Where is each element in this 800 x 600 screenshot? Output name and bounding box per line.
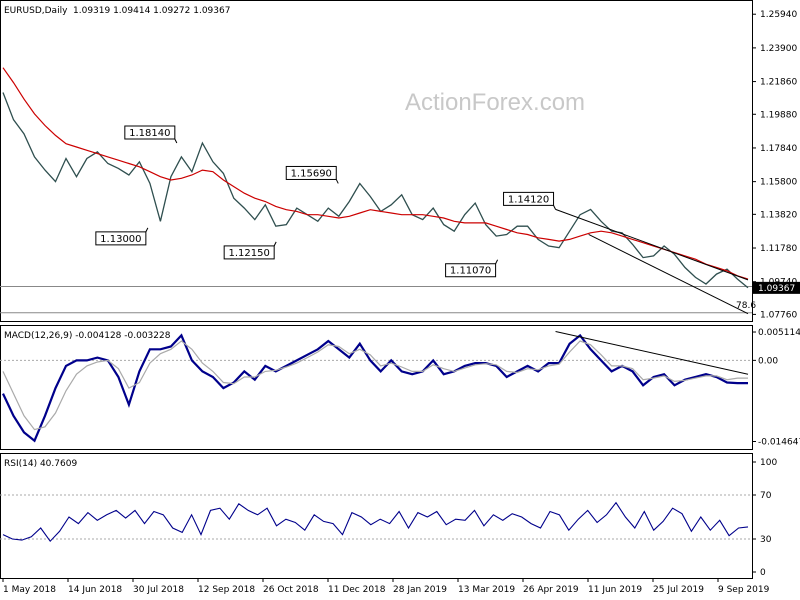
price-annotation-pointer: [335, 179, 339, 184]
macd-label: MACD(12,26,9) -0.004128 -0.003228: [4, 331, 171, 341]
price-annotation-box: [285, 165, 337, 180]
macd-panel-frame: [0, 325, 753, 450]
rsi-y-tick-label: 0: [760, 568, 766, 578]
rsi-line: [2, 501, 749, 543]
watermark: ActionForex.com: [405, 89, 585, 116]
rsi-y-tick-label: 70: [760, 491, 772, 501]
price-y-tick-label: 1.25940: [760, 10, 797, 20]
macd-y-tick-label: -0.014647: [758, 438, 800, 448]
price-annotation-box: [503, 191, 555, 206]
x-axis-tick-label: 9 Sep 2019: [718, 585, 770, 595]
price-annotation-label: 1.11070: [450, 266, 491, 277]
price-annotation-pointer: [273, 241, 277, 247]
rsi-y-tick-label: 100: [760, 458, 777, 468]
x-axis-tick-label: 26 Oct 2018: [263, 585, 319, 595]
x-axis-tick-label: 12 Sep 2018: [198, 585, 255, 595]
macd-y-tick-label: 0.00: [758, 356, 778, 366]
price-annotation-pointer: [174, 138, 178, 144]
price-annotation-label: 1.14120: [508, 194, 549, 205]
price-panel-frame: [0, 0, 753, 322]
x-axis-tick-label: 13 Mar 2019: [458, 585, 515, 595]
macd-signal-line: [2, 340, 748, 431]
fib-label: 78.6: [736, 301, 756, 311]
channel-trendline: [588, 234, 749, 315]
rsi-label: RSI(14) 40.7609: [4, 459, 77, 469]
price-annotation-label: 1.15690: [291, 168, 332, 179]
symbol-label: EURUSD,Daily: [4, 6, 68, 16]
x-axis-tick-label: 11 Jun 2019: [588, 585, 642, 595]
macd-layer: 0.005114 0.00 -0.014647: [0, 328, 800, 448]
price-annotation-pointer: [553, 205, 556, 210]
price-y-tick-label: 1.15800: [760, 178, 797, 188]
moving-average-line: [2, 67, 749, 280]
price-annotation-label: 1.18140: [129, 128, 170, 139]
current-price-label: 1.09367: [758, 284, 795, 294]
price-annotation-box: [445, 263, 497, 278]
price-annotation-box: [223, 245, 275, 260]
price-y-tick-label: 1.17840: [760, 144, 797, 154]
ohlc-label: 1.09319 1.09414 1.09272 1.09367: [73, 6, 230, 16]
price-annotation-pointer: [495, 259, 499, 264]
price-annotation-label: 1.13000: [100, 234, 141, 245]
price-annotation-box: [95, 231, 147, 246]
price-annotation-pointer: [145, 227, 149, 233]
x-axis-tick-label: 25 Jul 2019: [653, 585, 704, 595]
price-y-tick-label: 1.07760: [760, 310, 797, 320]
rsi-y-tick-label: 30: [760, 535, 772, 545]
price-layer: 1.18140 1.13000 1.15690 1.12150 1.14120 1.110…: [0, 10, 800, 320]
x-axis-tick-label: 26 Apr 2019: [523, 585, 579, 595]
macd-y-tick-label: 0.005114: [758, 328, 800, 338]
price-y-tick-label: 1.13820: [760, 210, 797, 220]
x-axis-tick-label: 1 May 2018: [3, 585, 56, 595]
price-y-tick-label: 1.21860: [760, 78, 797, 88]
rsi-layer: 100 70 30 0: [0, 458, 777, 578]
price-y-tick-label: 1.11780: [760, 244, 797, 254]
x-axis-tick-label: 30 Jul 2018: [133, 585, 184, 595]
x-axis-tick-label: 14 Jun 2018: [68, 585, 122, 595]
price-annotation-box: [124, 125, 176, 140]
channel-trendline: [555, 208, 749, 281]
current-price-tag: [753, 281, 800, 294]
rsi-panel-frame: [0, 453, 753, 579]
x-axis-tick-label: 11 Dec 2018: [328, 585, 386, 595]
axis-layer: 1 May 2018 14 Jun 2018 30 Jul 2018 12 Sep 2…: [2, 578, 770, 595]
macd-trendline: [555, 331, 749, 375]
x-axis-tick-label: 28 Jan 2019: [393, 585, 447, 595]
price-y-tick-label: 1.19880: [760, 110, 797, 120]
price-annotation-label: 1.12150: [228, 248, 269, 259]
price-y-tick-label: 1.23900: [760, 44, 797, 54]
